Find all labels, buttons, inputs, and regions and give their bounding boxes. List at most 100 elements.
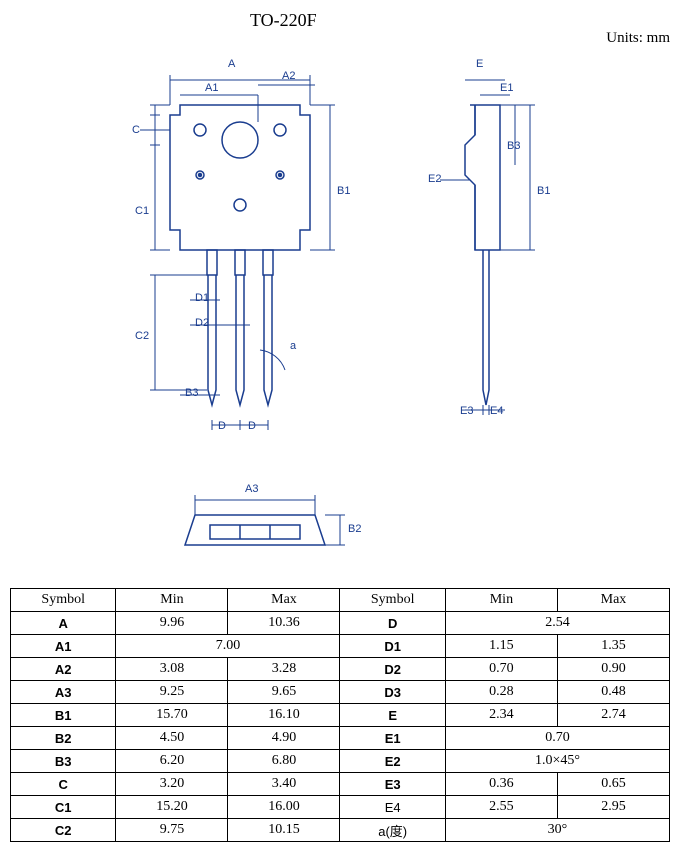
table-cell: E1: [340, 727, 445, 750]
table-row: A17.00D11.151.35: [11, 635, 670, 658]
th-min1: Min: [116, 589, 228, 612]
th-max1: Max: [228, 589, 340, 612]
table-cell: 9.75: [116, 819, 228, 842]
side-view-svg: [410, 50, 560, 470]
table-cell: A3: [11, 681, 116, 704]
dimension-table: Symbol Min Max Symbol Min Max A9.9610.36…: [10, 588, 670, 842]
table-cell: 2.34: [445, 704, 557, 727]
table-cell: 16.10: [228, 704, 340, 727]
dim-B1s: B1: [537, 185, 550, 197]
table-cell: 3.28: [228, 658, 340, 681]
dim-B2: B2: [348, 523, 361, 535]
table-cell: 0.70: [445, 727, 669, 750]
dim-E3: E3: [460, 405, 473, 417]
table-cell: B2: [11, 727, 116, 750]
table-cell: 7.00: [116, 635, 340, 658]
table-cell: C1: [11, 796, 116, 819]
dim-E: E: [476, 58, 483, 70]
table-cell: A1: [11, 635, 116, 658]
dim-D2nd: D: [248, 420, 256, 432]
table-cell: 6.20: [116, 750, 228, 773]
table-cell: 2.55: [445, 796, 557, 819]
table-cell: 3.40: [228, 773, 340, 796]
table-cell: 15.20: [116, 796, 228, 819]
dim-D: D: [218, 420, 226, 432]
table-cell: A2: [11, 658, 116, 681]
dim-D1: D1: [195, 292, 209, 304]
table-cell: D: [340, 612, 445, 635]
dim-a: a: [290, 340, 296, 352]
dim-E2: E2: [428, 173, 441, 185]
table-cell: A: [11, 612, 116, 635]
dim-D2: D2: [195, 317, 209, 329]
table-cell: E3: [340, 773, 445, 796]
dim-C1: C1: [135, 205, 149, 217]
table-row: A39.259.65D30.280.48: [11, 681, 670, 704]
mechanical-diagram: A A1 A2 C C1 C2 B1 D1 D2 B3 D D a: [10, 40, 680, 580]
dim-A3: A3: [245, 483, 258, 495]
table-cell: D3: [340, 681, 445, 704]
table-cell: E2: [340, 750, 445, 773]
table-cell: 1.0×45°: [445, 750, 669, 773]
bottom-view-svg: [165, 475, 365, 575]
table-cell: C: [11, 773, 116, 796]
table-cell: 2.95: [557, 796, 669, 819]
table-cell: 0.36: [445, 773, 557, 796]
table-cell: E4: [340, 796, 445, 819]
table-cell: D2: [340, 658, 445, 681]
table-row: C3.203.40E30.360.65: [11, 773, 670, 796]
table-cell: 0.65: [557, 773, 669, 796]
table-cell: B3: [11, 750, 116, 773]
table-cell: 10.15: [228, 819, 340, 842]
front-view-svg: [110, 50, 370, 470]
table-cell: 10.36: [228, 612, 340, 635]
dim-E1: E1: [500, 82, 513, 94]
dim-E4: E4: [490, 405, 503, 417]
dim-A1: A1: [205, 82, 218, 94]
th-symbol2: Symbol: [340, 589, 445, 612]
dim-C2: C2: [135, 330, 149, 342]
table-cell: D1: [340, 635, 445, 658]
table-cell: 0.70: [445, 658, 557, 681]
table-row: C115.2016.00E42.552.95: [11, 796, 670, 819]
th-symbol1: Symbol: [11, 589, 116, 612]
table-cell: a(度): [340, 819, 445, 842]
package-title: TO-220F: [250, 10, 317, 31]
th-max2: Max: [557, 589, 669, 612]
table-cell: 1.15: [445, 635, 557, 658]
table-cell: E: [340, 704, 445, 727]
dim-A: A: [228, 58, 235, 70]
table-cell: 9.25: [116, 681, 228, 704]
table-cell: 0.90: [557, 658, 669, 681]
table-cell: 9.96: [116, 612, 228, 635]
table-cell: 6.80: [228, 750, 340, 773]
table-header-row: Symbol Min Max Symbol Min Max: [11, 589, 670, 612]
table-cell: 3.20: [116, 773, 228, 796]
table-cell: 4.90: [228, 727, 340, 750]
table-row: C29.7510.15a(度)30°: [11, 819, 670, 842]
table-row: A23.083.28D20.700.90: [11, 658, 670, 681]
table-cell: 1.35: [557, 635, 669, 658]
table-cell: C2: [11, 819, 116, 842]
table-row: B36.206.80E21.0×45°: [11, 750, 670, 773]
th-min2: Min: [445, 589, 557, 612]
dim-B1: B1: [337, 185, 350, 197]
table-row: B24.504.90E10.70: [11, 727, 670, 750]
table-cell: 30°: [445, 819, 669, 842]
table-cell: B1: [11, 704, 116, 727]
table-cell: 2.54: [445, 612, 669, 635]
table-cell: 16.00: [228, 796, 340, 819]
dim-B3: B3: [185, 387, 198, 399]
table-cell: 15.70: [116, 704, 228, 727]
dim-C: C: [132, 124, 140, 136]
table-row: A9.9610.36D2.54: [11, 612, 670, 635]
table-cell: 0.28: [445, 681, 557, 704]
table-cell: 4.50: [116, 727, 228, 750]
table-cell: 0.48: [557, 681, 669, 704]
table-cell: 3.08: [116, 658, 228, 681]
table-cell: 9.65: [228, 681, 340, 704]
dim-B3s: B3: [507, 140, 520, 152]
table-cell: 2.74: [557, 704, 669, 727]
table-row: B115.7016.10E2.342.74: [11, 704, 670, 727]
dim-A2: A2: [282, 70, 295, 82]
